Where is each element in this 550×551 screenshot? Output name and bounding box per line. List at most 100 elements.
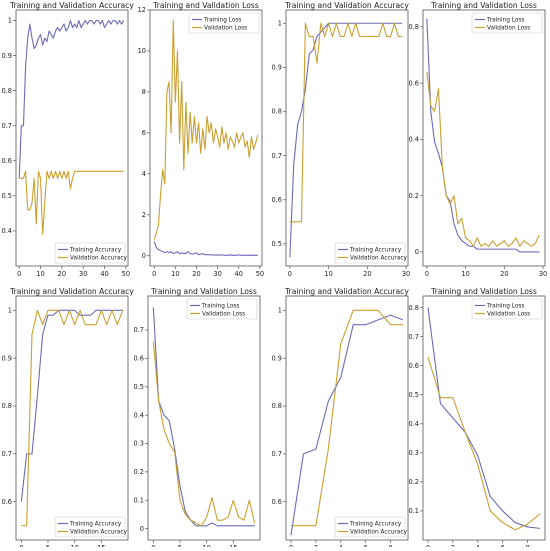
legend-box bbox=[471, 298, 543, 320]
y-tick-label: 0.7 bbox=[272, 450, 283, 458]
validation-series-line bbox=[426, 71, 540, 247]
y-tick-label: 2 bbox=[142, 211, 146, 219]
y-tick-label: 0.4 bbox=[134, 411, 145, 419]
validation-legend-label: Validation Accuracy bbox=[70, 256, 128, 262]
x-tick-label: 30 bbox=[79, 270, 87, 278]
y-tick-label: 0.8 bbox=[409, 304, 420, 312]
validation-series-line bbox=[21, 309, 124, 527]
chart-title: Training and Validation Loss bbox=[152, 1, 259, 10]
y-tick-label: 0.5 bbox=[272, 240, 283, 248]
legend-box bbox=[54, 516, 126, 538]
y-tick-label: 0 bbox=[415, 248, 419, 256]
y-tick-label: 0.4 bbox=[409, 136, 420, 144]
legend: Training Accuracy Validation Accuracy bbox=[334, 242, 408, 264]
validation-series-line bbox=[152, 341, 256, 527]
validation-legend-label: Validation Loss bbox=[487, 312, 530, 318]
legend-box bbox=[334, 242, 406, 264]
legend: Training Loss Validation Loss bbox=[186, 298, 258, 320]
y-tick-label: 0.7 bbox=[134, 326, 145, 334]
legend-box bbox=[54, 242, 126, 264]
plot-frame bbox=[422, 295, 546, 541]
y-tick-label: 0.9 bbox=[2, 52, 13, 60]
y-tick-label: 0.7 bbox=[409, 333, 420, 341]
y-tick-label: 0.8 bbox=[2, 402, 13, 410]
y-tick-label: 0.9 bbox=[272, 354, 283, 362]
chart-title: Training and Validation Loss bbox=[150, 287, 257, 296]
y-tick-label: 1 bbox=[278, 19, 282, 27]
x-tick-label: 0 bbox=[17, 270, 21, 278]
chart-panel-6: Training and Validation Loss05101500.10.… bbox=[134, 287, 261, 551]
y-tick-label: 1 bbox=[278, 307, 282, 315]
y-tick-label: 0.6 bbox=[134, 355, 145, 363]
x-tick-label: 20 bbox=[58, 270, 66, 278]
y-tick-label: 4 bbox=[142, 170, 146, 178]
legend-box bbox=[186, 298, 258, 320]
y-tick-label: 0 bbox=[142, 252, 146, 260]
plot-frame bbox=[15, 9, 129, 267]
x-tick-label: 50 bbox=[122, 270, 130, 278]
training-series-line bbox=[20, 309, 123, 502]
x-tick-label: 20 bbox=[192, 270, 200, 278]
training-legend-label: Training Loss bbox=[203, 18, 241, 24]
y-tick-label: 0.7 bbox=[272, 152, 283, 160]
y-tick-label: 0.6 bbox=[272, 498, 283, 506]
chart-panel-8: Training and Validation Loss024680.10.20… bbox=[409, 287, 546, 551]
plot-frame bbox=[149, 9, 263, 267]
plot-frame bbox=[285, 9, 409, 267]
x-tick-label: 50 bbox=[256, 270, 264, 278]
validation-series-line bbox=[153, 19, 259, 240]
training-series-line bbox=[290, 314, 404, 536]
training-legend-label: Training Loss bbox=[201, 304, 239, 310]
chart-panel-1: Training and Validation Accuracy 0 10 20 30 4… bbox=[2, 1, 135, 278]
chart-title: Training and Validation Accuracy bbox=[9, 287, 134, 296]
y-tick-label: 0.6 bbox=[272, 196, 283, 204]
chart-title: Training and Validation Loss bbox=[430, 287, 537, 296]
validation-series-line bbox=[19, 170, 124, 235]
chart-title: Training and Validation Loss bbox=[430, 1, 537, 10]
chart-panel-3: Training and Validation Accuracy 0 10 20 30 0… bbox=[272, 1, 411, 278]
chart-panel-4: Training and Validation Loss 0 10 20 30 0 0.2 0… bbox=[409, 1, 548, 278]
y-tick-label: 0.3 bbox=[409, 449, 420, 457]
training-series-line bbox=[18, 19, 125, 179]
chart-panel-5: Training and Validation Accuracy0510150.… bbox=[2, 287, 135, 551]
legend-box bbox=[188, 12, 260, 34]
training-legend-label: Training Loss bbox=[486, 304, 524, 310]
y-tick-label: 0.7 bbox=[2, 122, 13, 130]
y-tick-label: 0.5 bbox=[134, 383, 145, 391]
chart-panel-2: Training and Validation Loss 0 10 20 30 40 50 0… bbox=[138, 1, 264, 278]
y-tick-label: 0.8 bbox=[2, 87, 13, 95]
y-tick-label: 0.8 bbox=[272, 108, 283, 116]
y-tick-label: 0.2 bbox=[134, 468, 145, 476]
x-tick-label: 20 bbox=[500, 270, 508, 278]
y-tick-label: 0.1 bbox=[409, 507, 420, 515]
y-tick-label: 6 bbox=[142, 129, 146, 137]
x-tick-label: 40 bbox=[235, 270, 243, 278]
y-tick-label: 0.4 bbox=[2, 227, 13, 235]
chart-title: Training and Validation Accuracy bbox=[284, 287, 409, 296]
x-tick-label: 10 bbox=[461, 270, 469, 278]
training-legend-label: Training Accuracy bbox=[349, 522, 402, 528]
chart-panel-7: Training and Validation Accuracy024680.6… bbox=[272, 287, 410, 551]
validation-legend-label: Validation Accuracy bbox=[350, 530, 408, 536]
y-tick-label: 0.6 bbox=[2, 157, 13, 165]
y-tick-label: 1 bbox=[8, 307, 12, 315]
legend-box bbox=[334, 516, 406, 538]
legend: Training Loss Validation Loss bbox=[188, 12, 260, 34]
x-tick-label: 20 bbox=[363, 270, 371, 278]
training-series-line bbox=[153, 241, 258, 256]
y-tick-label: 12 bbox=[138, 6, 146, 14]
legend: Training Loss Validation Loss bbox=[471, 298, 543, 320]
y-tick-label: 0.9 bbox=[272, 64, 283, 72]
x-tick-label: 30 bbox=[213, 270, 221, 278]
plot-frame bbox=[422, 9, 546, 267]
y-tick-label: 0 bbox=[140, 525, 144, 533]
legend: Training Accuracy Validation Accuracy bbox=[54, 516, 128, 538]
validation-series-line bbox=[289, 22, 403, 223]
validation-legend-label: Validation Loss bbox=[202, 312, 245, 318]
y-tick-label: 0.5 bbox=[2, 192, 13, 200]
legend: Training Loss Validation Loss bbox=[471, 12, 543, 34]
training-legend-label: Training Accuracy bbox=[349, 248, 402, 254]
validation-legend-label: Validation Accuracy bbox=[70, 530, 128, 536]
